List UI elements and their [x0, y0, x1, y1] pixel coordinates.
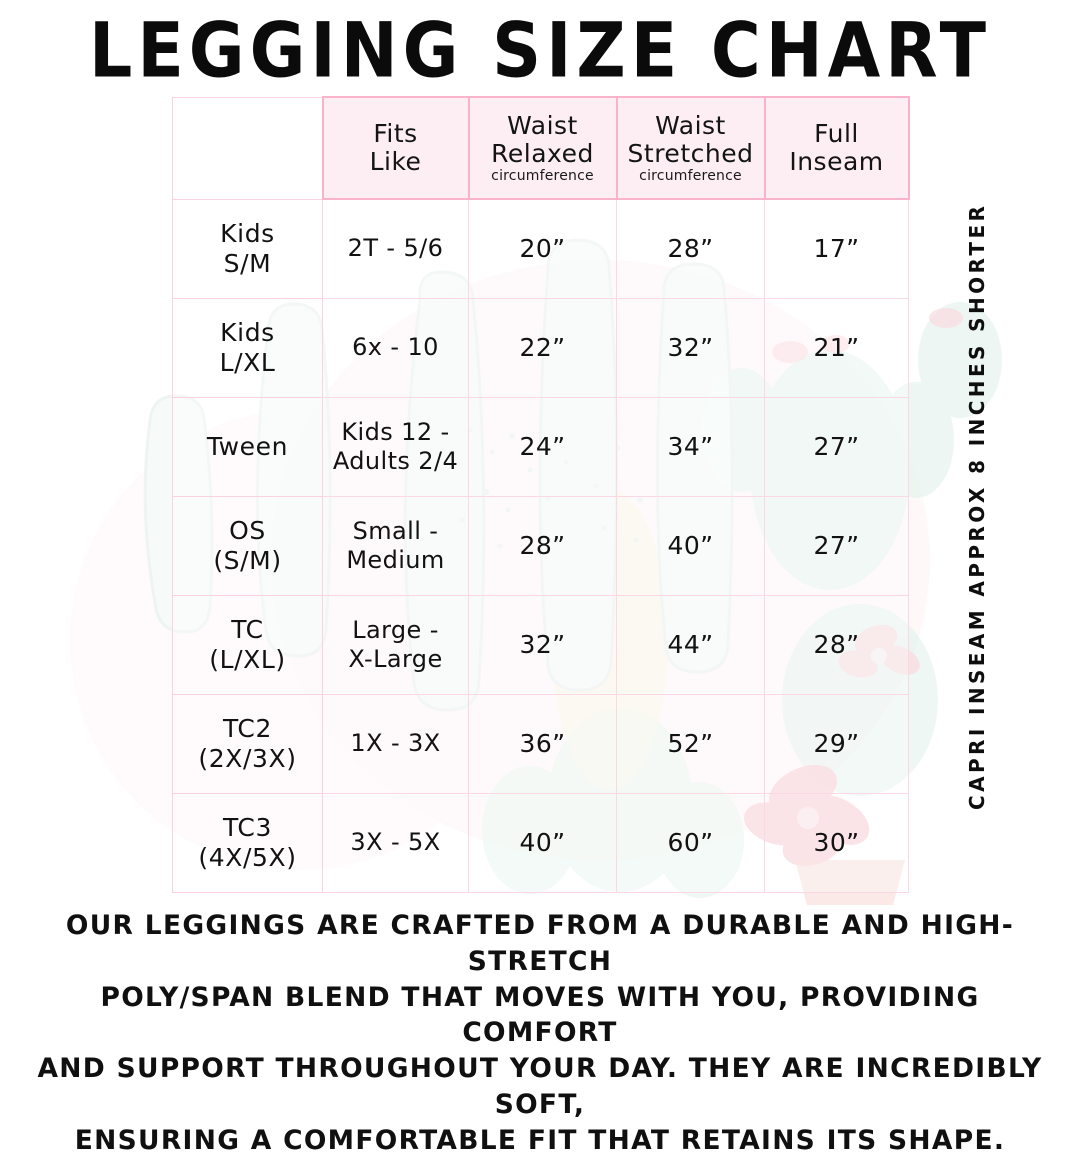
description-paragraph: OUR LEGGINGS ARE CRAFTED FROM A DURABLE … — [30, 908, 1050, 1158]
size-line1: Kids — [220, 318, 275, 347]
waist-stretched-cell: 32” — [616, 298, 765, 398]
table-row: Tween Kids 12 - Adults 2/4 24” 34” 27” — [172, 397, 909, 497]
header-line1: Fits — [373, 119, 418, 148]
column-header-full-inseam: Full Inseam — [763, 96, 910, 200]
size-line2: (L/XL) — [209, 645, 286, 674]
size-label-cell: TC3 (4X/5X) — [172, 793, 323, 893]
description-line: POLY/SPAN BLEND THAT MOVES WITH YOU, PRO… — [100, 981, 980, 1049]
capri-inseam-note: CAPRI INSEAM APPROX 8 INCHES SHORTER — [965, 202, 989, 810]
waist-stretched-cell: 34” — [616, 397, 765, 497]
size-chart: Fits Like Waist Relaxed circumference Wa… — [172, 96, 910, 893]
fits-line2: X-Large — [348, 645, 443, 673]
full-inseam-cell: 30” — [764, 793, 909, 893]
header-line1: Full — [814, 119, 859, 148]
waist-relaxed-cell: 22” — [468, 298, 617, 398]
fits-line1: 1X - 3X — [350, 729, 441, 758]
header-line1: Waist — [655, 110, 726, 140]
column-header-waist-stretched: Waist Stretched circumference — [615, 96, 766, 200]
fits-like-cell: 3X - 5X — [322, 793, 469, 893]
size-line1: TC3 — [223, 813, 272, 842]
size-label-cell: Kids S/M — [172, 198, 323, 299]
table-row: Kids S/M 2T - 5/6 20” 28” 17” — [172, 198, 909, 299]
header-line2: Like — [369, 147, 422, 176]
size-line1: Tween — [206, 432, 289, 461]
full-inseam-cell: 27” — [764, 496, 909, 596]
full-inseam-cell: 28” — [764, 595, 909, 695]
corner-cell — [172, 96, 323, 200]
size-label-cell: TC (L/XL) — [172, 595, 323, 695]
table-row: TC (L/XL) Large - X-Large 32” 44” 28” — [172, 595, 909, 695]
full-inseam-cell: 27” — [764, 397, 909, 497]
waist-relaxed-cell: 36” — [468, 694, 617, 794]
size-line1: OS — [229, 516, 266, 545]
table-row: TC2 (2X/3X) 1X - 3X 36” 52” 29” — [172, 694, 909, 794]
full-inseam-cell: 29” — [764, 694, 909, 794]
fits-line1: 2T - 5/6 — [347, 234, 444, 263]
fits-line1: Large - — [352, 615, 439, 644]
size-line2: L/XL — [219, 348, 276, 377]
size-line1: Kids — [220, 218, 275, 248]
waist-relaxed-cell: 32” — [468, 595, 617, 695]
description-line: AND SUPPORT THROUGHOUT YOUR DAY. THEY AR… — [37, 1053, 1043, 1120]
size-line1: TC — [231, 615, 264, 644]
waist-relaxed-cell: 40” — [468, 793, 617, 893]
fits-like-cell: Kids 12 - Adults 2/4 — [322, 397, 469, 497]
waist-relaxed-cell: 24” — [468, 397, 617, 497]
size-line2: S/M — [223, 248, 272, 278]
fits-line1: 6x - 10 — [352, 333, 439, 362]
fits-line1: Small - — [352, 516, 439, 545]
size-label-cell: TC2 (2X/3X) — [172, 694, 323, 794]
size-line1: TC2 — [223, 714, 272, 743]
table-header-row: Fits Like Waist Relaxed circumference Wa… — [172, 96, 910, 200]
fits-like-cell: Small - Medium — [322, 496, 469, 596]
column-header-waist-relaxed: Waist Relaxed circumference — [467, 96, 618, 200]
size-line2: (S/M) — [213, 546, 282, 575]
waist-stretched-cell: 52” — [616, 694, 765, 794]
header-subtext: circumference — [491, 167, 594, 184]
fits-line1: Kids 12 - — [341, 417, 450, 446]
size-label-cell: Tween — [172, 397, 323, 497]
waist-relaxed-cell: 28” — [468, 496, 617, 596]
size-label-cell: Kids L/XL — [172, 298, 323, 398]
fits-like-cell: Large - X-Large — [322, 595, 469, 695]
description-line: OUR LEGGINGS ARE CRAFTED FROM A DURABLE … — [65, 910, 1015, 977]
waist-stretched-cell: 40” — [616, 496, 765, 596]
table-row: TC3 (4X/5X) 3X - 5X 40” 60” 30” — [172, 793, 909, 893]
fits-line2: Medium — [346, 546, 445, 574]
full-inseam-cell: 21” — [764, 298, 909, 398]
waist-stretched-cell: 44” — [616, 595, 765, 695]
fits-like-cell: 2T - 5/6 — [322, 198, 469, 299]
header-line2: Stretched — [627, 138, 754, 168]
waist-relaxed-cell: 20” — [468, 198, 617, 299]
waist-stretched-cell: 28” — [616, 198, 765, 299]
fits-line2: Adults 2/4 — [332, 447, 459, 475]
header-subtext: circumference — [639, 167, 742, 184]
size-line2: (4X/5X) — [198, 843, 297, 872]
description-line: ENSURING A COMFORTABLE FIT THAT RETAINS … — [74, 1124, 1006, 1156]
table-body: Kids S/M 2T - 5/6 20” 28” 17” Kids L/XL … — [172, 198, 909, 893]
page-title: LEGGING SIZE CHART — [89, 7, 991, 96]
size-line2: (2X/3X) — [198, 744, 297, 773]
table-row: OS (S/M) Small - Medium 28” 40” 27” — [172, 496, 909, 596]
size-label-cell: OS (S/M) — [172, 496, 323, 596]
header-line1: Waist — [507, 110, 578, 140]
header-line2: Relaxed — [491, 138, 594, 168]
fits-line1: 3X - 5X — [350, 828, 441, 857]
waist-stretched-cell: 60” — [616, 793, 765, 893]
header-line2: Inseam — [789, 147, 884, 176]
fits-like-cell: 6x - 10 — [322, 298, 469, 398]
column-header-fits-like: Fits Like — [321, 96, 470, 200]
fits-like-cell: 1X - 3X — [322, 694, 469, 794]
full-inseam-cell: 17” — [764, 198, 909, 299]
table-row: Kids L/XL 6x - 10 22” 32” 21” — [172, 298, 909, 398]
size-chart-table: Fits Like Waist Relaxed circumference Wa… — [172, 96, 910, 893]
